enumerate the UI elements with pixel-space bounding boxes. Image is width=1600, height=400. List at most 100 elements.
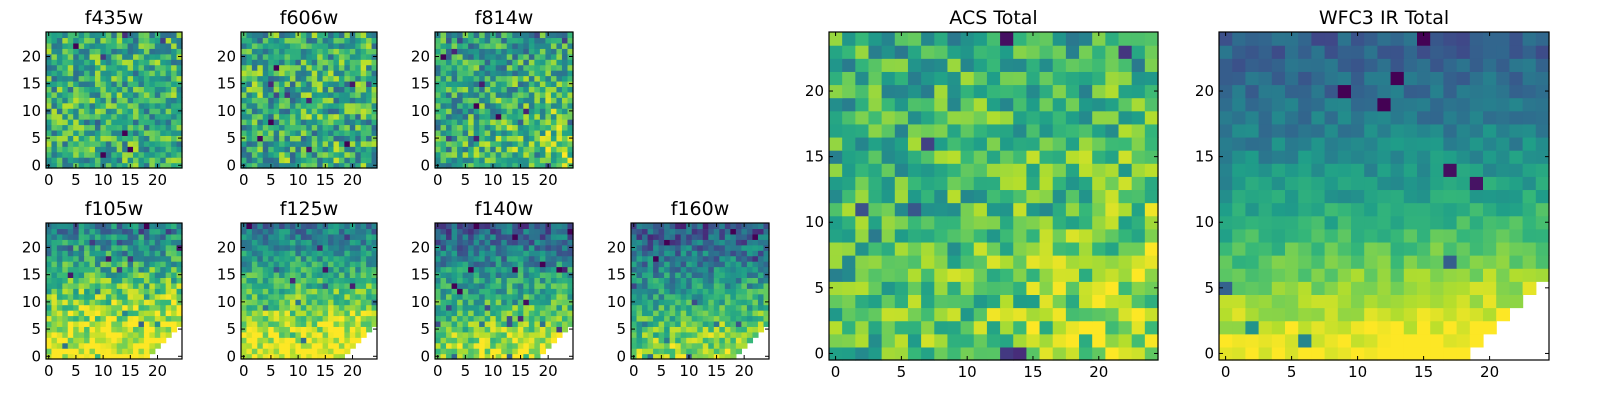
heatmap-cell (506, 255, 513, 262)
heatmap-cell (881, 176, 896, 191)
heatmap-cell (322, 86, 329, 93)
heatmap-cell (56, 124, 63, 131)
heatmap-cell (328, 353, 335, 360)
heatmap-cell (300, 255, 307, 262)
heatmap-cell (360, 320, 367, 327)
heatmap-cell (251, 255, 258, 262)
heatmap-cell (561, 244, 569, 251)
heatmap-cell (636, 342, 643, 349)
heatmap-cell (138, 70, 145, 77)
heatmap-cell (73, 277, 80, 284)
heatmap-cell (279, 304, 286, 311)
heatmap-cell (501, 151, 508, 158)
heatmap-cell (1105, 189, 1120, 204)
heatmap-cell (1000, 268, 1014, 282)
heatmap-cell (51, 97, 58, 104)
heatmap-cell (713, 255, 720, 262)
heatmap-cell (122, 32, 129, 39)
heatmap-cell (360, 80, 367, 87)
heatmap-cell (512, 108, 519, 115)
heatmap-cell (143, 250, 150, 257)
heatmap-cell (344, 223, 351, 230)
heatmap-cell (512, 113, 519, 120)
heatmap-cell (960, 163, 975, 177)
heatmap-cell (138, 331, 145, 338)
heatmap-cell (116, 75, 123, 82)
heatmap-cell (273, 331, 280, 338)
heatmap-cell (556, 151, 563, 158)
heatmap-cell (295, 228, 302, 235)
heatmap-cell (317, 146, 324, 153)
heatmap-cell (724, 304, 731, 311)
heatmap-cell (855, 228, 870, 243)
heatmap-cell (241, 37, 248, 44)
heatmap-cell (1144, 320, 1159, 335)
heatmap-cell (512, 48, 519, 55)
heatmap-cell (1118, 307, 1133, 322)
heatmap-cell (257, 108, 264, 115)
heatmap-cell (360, 299, 367, 306)
heatmap-cell (273, 266, 280, 273)
heatmap-cell (317, 162, 324, 169)
heatmap-cell (868, 333, 883, 348)
heatmap-cell (84, 140, 91, 147)
heatmap-cell (306, 80, 313, 87)
heatmap-cell (176, 293, 183, 300)
heatmap-cell (284, 353, 291, 360)
heatmap-cell (165, 223, 172, 230)
heatmap-cell (133, 146, 140, 153)
heatmap-cell (84, 353, 91, 360)
heatmap-cell (138, 282, 145, 289)
heatmap-cell (556, 91, 563, 98)
heatmap-cell (127, 326, 134, 333)
x-tick-label: 20 (343, 362, 362, 380)
heatmap-cell (960, 215, 975, 230)
heatmap-cell (295, 157, 302, 164)
heatmap-cell (62, 331, 69, 338)
heatmap-cell (56, 304, 63, 311)
heatmap-cell (366, 293, 373, 300)
heatmap-cell (73, 135, 80, 142)
heatmap-cell (642, 282, 649, 289)
heatmap-cell (100, 250, 107, 257)
heatmap-cell (62, 299, 69, 306)
heatmap-cell (457, 310, 464, 317)
heatmap-cell (89, 42, 96, 49)
heatmap-cell (133, 228, 140, 235)
heatmap-cell (111, 331, 118, 338)
heatmap-cell (1144, 136, 1159, 151)
heatmap-cell (262, 239, 269, 246)
heatmap-cell (127, 244, 134, 251)
heatmap-cell (89, 337, 96, 344)
heatmap-cell (311, 255, 318, 262)
heatmap-cell (246, 331, 253, 338)
heatmap-cell (116, 277, 123, 284)
heatmap-cell (78, 233, 85, 240)
heatmap-cell (241, 277, 248, 284)
heatmap-cell (268, 113, 275, 120)
heatmap-cell (311, 129, 318, 136)
heatmap-cell (122, 277, 129, 284)
heatmap-cell (165, 91, 172, 98)
heatmap-cell (251, 277, 258, 284)
heatmap-cell (262, 299, 269, 306)
heatmap-cell (246, 293, 253, 300)
heatmap-cell (528, 37, 535, 44)
heatmap-cell (262, 80, 269, 87)
heatmap-cell (506, 315, 513, 322)
heatmap-cell (539, 75, 546, 82)
heatmap-cell (268, 244, 275, 251)
heatmap-cell (567, 102, 574, 109)
heatmap-cell (947, 163, 962, 177)
heatmap-cell (435, 157, 442, 164)
heatmap-cell (100, 255, 107, 262)
heatmap-cell (545, 337, 552, 344)
heatmap-cell (56, 146, 63, 153)
heatmap-cell (122, 124, 129, 131)
heatmap-cell (105, 348, 112, 355)
heatmap-cell (300, 320, 307, 327)
heatmap-cell (371, 277, 378, 284)
heatmap-cell (78, 266, 85, 273)
heatmap-cell (664, 299, 671, 306)
heatmap-cell (1039, 346, 1054, 361)
